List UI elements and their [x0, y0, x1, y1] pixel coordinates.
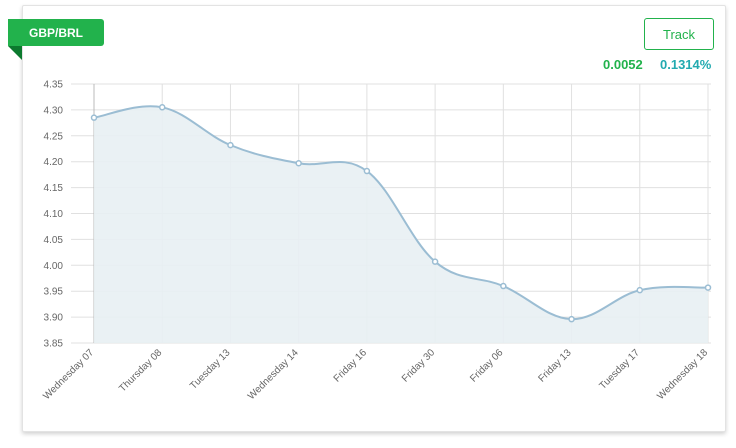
x-tick-label: Friday 06	[468, 347, 506, 385]
data-point	[636, 286, 644, 294]
y-tick-label: 3.90	[44, 313, 64, 324]
y-tick-label: 4.00	[44, 261, 64, 272]
x-tick-label: Wednesday 07	[41, 347, 96, 402]
area-fill	[94, 106, 708, 343]
y-tick-label: 3.95	[44, 287, 64, 298]
x-tick-label: Thursday 08	[117, 347, 164, 394]
data-point	[568, 315, 575, 323]
data-point	[431, 258, 439, 265]
data-point	[295, 160, 302, 167]
change-percent: 0.1314%	[660, 57, 712, 72]
x-tick-label: Tuesday 13	[188, 347, 233, 392]
change-absolute: 0.0052	[603, 57, 643, 72]
y-tick-label: 3.85	[44, 339, 64, 350]
track-button[interactable]: Track	[644, 18, 714, 50]
y-tick-label: 4.30	[44, 105, 64, 116]
x-tick-label: Friday 30	[400, 347, 438, 385]
data-point	[158, 104, 166, 111]
data-point	[363, 167, 371, 175]
y-tick-label: 4.10	[44, 209, 64, 220]
data-point	[90, 114, 98, 121]
data-point	[704, 284, 712, 291]
data-point	[500, 282, 507, 290]
x-tick-label: Wednesday 14	[246, 347, 301, 402]
series-line	[93, 105, 709, 321]
ribbon-fold-icon	[8, 46, 22, 60]
y-tick-label: 4.20	[44, 157, 64, 168]
x-tick-label: Tuesday 17	[597, 347, 642, 392]
x-tick-label: Friday 13	[536, 347, 574, 385]
y-tick-label: 4.05	[44, 235, 64, 246]
currency-pair-label: GBP/BRL	[8, 19, 104, 46]
y-tick-label: 4.15	[44, 183, 64, 194]
y-tick-label: 4.25	[44, 131, 64, 142]
x-tick-label: Wednesday 18	[655, 347, 710, 402]
data-point	[227, 141, 234, 149]
y-tick-label: 4.35	[44, 80, 64, 91]
x-tick-label: Friday 16	[332, 347, 370, 385]
